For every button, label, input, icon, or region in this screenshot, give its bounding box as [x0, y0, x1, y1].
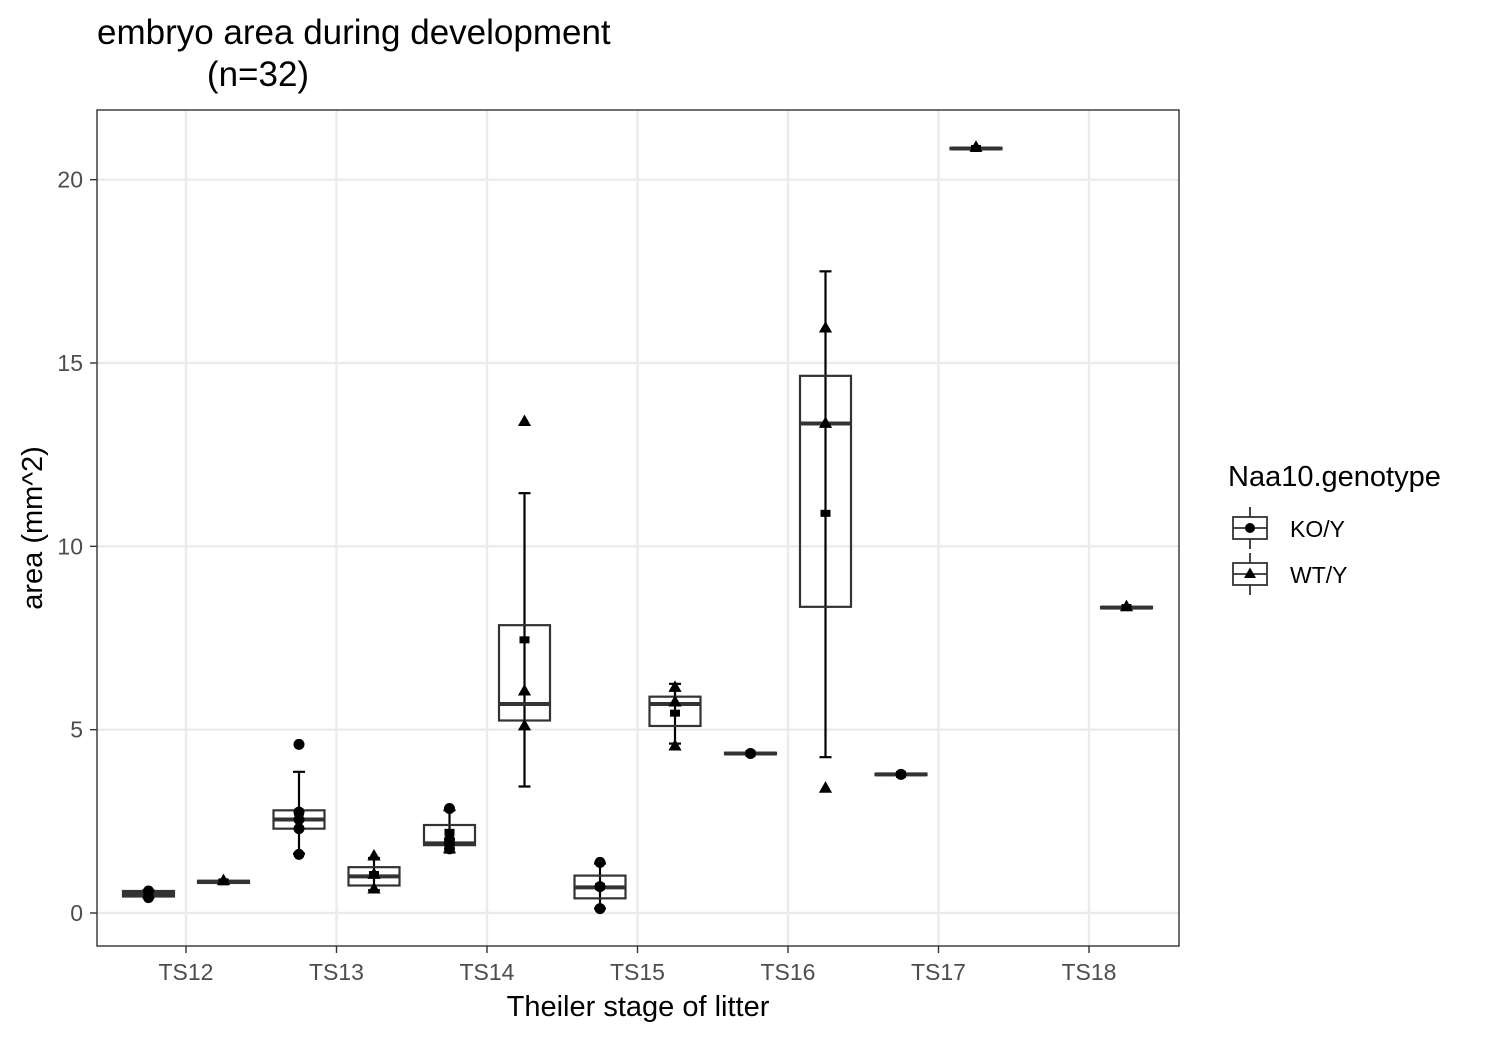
data-point	[1119, 599, 1134, 612]
data-point	[969, 140, 983, 152]
chart-title-line1: embryo area during development	[97, 13, 611, 52]
legend: Naa10.genotype KO/Y WT/Y	[1228, 461, 1441, 595]
x-axis-title: Theiler stage of litter	[507, 991, 770, 1023]
legend-key-circle-icon	[1245, 523, 1255, 533]
data-point	[517, 414, 532, 427]
y-tick-label: 10	[57, 533, 83, 559]
data-point	[517, 718, 532, 731]
x-tick-label: TS13	[309, 959, 364, 985]
y-tick-label: 0	[70, 900, 83, 926]
mean-marker	[519, 636, 530, 644]
legend-label: KO/Y	[1290, 516, 1345, 542]
data-point	[745, 748, 756, 759]
point-layer	[143, 140, 1134, 915]
data-point	[668, 739, 682, 751]
axis-layer: 0 5 10 15 20 TS12 TS13 TS14 TS15 TS16 TS17 TS18	[57, 167, 1116, 985]
data-point	[594, 903, 606, 915]
boxplot-WTY-TS16	[798, 270, 853, 759]
data-point	[367, 867, 381, 879]
data-point	[517, 684, 532, 696]
grid-layer	[97, 110, 1179, 946]
x-tick-label: TS12	[159, 959, 214, 985]
data-point	[367, 849, 381, 861]
data-point	[444, 803, 455, 814]
y-axis-title: area (mm^2)	[17, 446, 49, 609]
data-point	[818, 416, 833, 428]
x-tick-label: TS18	[1062, 959, 1117, 985]
data-point	[367, 882, 381, 894]
legend-key-triangle-icon	[1244, 567, 1256, 578]
y-tick-label: 15	[57, 350, 83, 376]
data-point	[895, 768, 907, 780]
data-point	[594, 881, 606, 893]
y-tick-label: 5	[70, 717, 83, 743]
data-point	[818, 781, 833, 793]
legend-entry-WTY: WT/Y	[1232, 553, 1348, 595]
data-point	[594, 856, 606, 868]
mean-marker	[444, 828, 455, 836]
x-tick-label: TS14	[460, 959, 515, 985]
legend-title: Naa10.genotype	[1228, 461, 1441, 493]
x-tick-label: TS15	[610, 959, 665, 985]
chart-title-line2: (n=32)	[207, 55, 309, 94]
data-point	[293, 823, 305, 835]
data-point	[216, 873, 231, 886]
data-point	[293, 814, 305, 825]
box	[798, 374, 853, 608]
data-point	[818, 321, 833, 333]
x-tick-label: TS16	[761, 959, 816, 985]
legend-label: WT/Y	[1290, 562, 1348, 588]
legend-entries: KO/Y WT/Y	[1232, 507, 1348, 595]
data-point	[143, 885, 154, 897]
x-tick-label: TS17	[911, 959, 966, 985]
data-point	[293, 848, 305, 860]
data-point	[668, 680, 682, 692]
data-point	[668, 695, 682, 707]
mean-marker	[820, 509, 831, 517]
data-point	[293, 738, 305, 750]
data-point	[444, 843, 455, 855]
y-tick-label: 20	[57, 167, 83, 193]
mean-marker	[670, 709, 680, 717]
legend-entry-KOY: KO/Y	[1232, 507, 1345, 549]
